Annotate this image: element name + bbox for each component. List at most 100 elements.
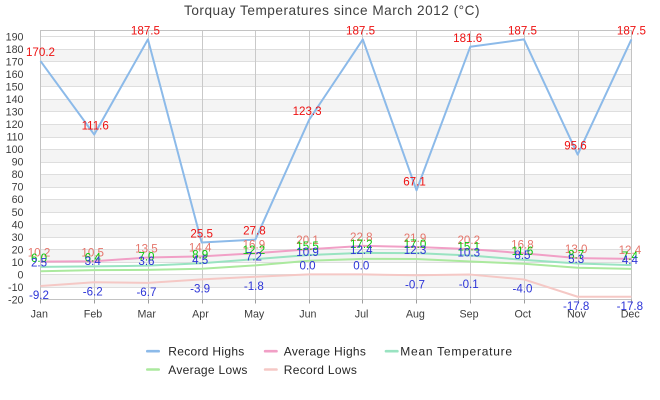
svg-text:11.6: 11.6 — [512, 245, 534, 258]
svg-text:12.3: 12.3 — [404, 244, 427, 257]
svg-text:170.2: 170.2 — [26, 46, 55, 59]
svg-text:Average Lows: Average Lows — [168, 363, 247, 377]
svg-text:10.5: 10.5 — [81, 246, 104, 259]
svg-text:190: 190 — [6, 31, 24, 43]
svg-text:12.4: 12.4 — [350, 244, 373, 257]
svg-text:3.6: 3.6 — [138, 255, 154, 268]
svg-text:100: 100 — [6, 144, 24, 156]
svg-text:Jun: Jun — [299, 309, 316, 321]
svg-text:187.5: 187.5 — [508, 24, 537, 37]
svg-text:187.5: 187.5 — [617, 24, 646, 37]
svg-text:12.4: 12.4 — [619, 244, 642, 257]
svg-text:4.5: 4.5 — [192, 254, 208, 267]
svg-text:0: 0 — [18, 269, 24, 281]
svg-text:27.8: 27.8 — [243, 225, 266, 238]
svg-text:80: 80 — [12, 169, 24, 181]
svg-text:8.7: 8.7 — [568, 249, 584, 262]
svg-text:Torquay Temperatures since Mar: Torquay Temperatures since March 2012 (°… — [184, 3, 480, 18]
svg-text:7.0: 7.0 — [138, 251, 154, 264]
svg-text:110: 110 — [6, 132, 23, 144]
svg-text:-1.8: -1.8 — [244, 280, 264, 293]
svg-text:2.5: 2.5 — [31, 256, 47, 269]
svg-text:8.9: 8.9 — [192, 248, 208, 261]
svg-text:187.5: 187.5 — [346, 24, 375, 37]
svg-text:May: May — [244, 309, 265, 321]
svg-text:-3.9: -3.9 — [190, 283, 210, 296]
svg-text:0.0: 0.0 — [300, 259, 316, 272]
svg-text:15.1: 15.1 — [457, 241, 480, 254]
svg-text:111.6: 111.6 — [82, 120, 109, 133]
svg-text:Dec: Dec — [621, 309, 641, 321]
svg-text:50: 50 — [12, 207, 24, 219]
svg-text:8.5: 8.5 — [514, 249, 530, 262]
svg-text:181.6: 181.6 — [453, 32, 482, 45]
svg-text:Record Highs: Record Highs — [168, 345, 244, 359]
svg-text:21.9: 21.9 — [404, 232, 427, 245]
svg-text:-4.0: -4.0 — [512, 283, 532, 296]
svg-text:10.9: 10.9 — [296, 246, 319, 259]
svg-text:30: 30 — [12, 232, 24, 244]
svg-text:Aug: Aug — [406, 309, 425, 321]
svg-text:Mar: Mar — [138, 309, 157, 321]
svg-text:20.1: 20.1 — [296, 234, 319, 247]
svg-text:70: 70 — [12, 182, 24, 194]
svg-text:12.2: 12.2 — [243, 244, 266, 257]
svg-text:-0.7: -0.7 — [405, 279, 425, 292]
svg-text:-20: -20 — [8, 295, 24, 307]
svg-text:5.3: 5.3 — [568, 253, 584, 266]
svg-text:120: 120 — [6, 119, 24, 131]
svg-text:123.3: 123.3 — [293, 105, 322, 118]
svg-text:160: 160 — [6, 69, 24, 81]
svg-text:40: 40 — [12, 219, 24, 231]
svg-text:-6.7: -6.7 — [136, 286, 156, 299]
svg-text:17.2: 17.2 — [350, 238, 373, 251]
svg-text:4.4: 4.4 — [622, 254, 639, 267]
svg-text:20: 20 — [12, 244, 24, 256]
svg-text:Feb: Feb — [84, 309, 102, 321]
svg-text:10: 10 — [12, 257, 24, 269]
svg-text:Jan: Jan — [31, 309, 48, 321]
svg-text:Record Lows: Record Lows — [284, 363, 357, 377]
svg-text:Apr: Apr — [192, 309, 209, 321]
svg-text:Nov: Nov — [567, 309, 587, 321]
svg-text:22.8: 22.8 — [350, 231, 373, 244]
svg-text:16.9: 16.9 — [243, 238, 266, 251]
svg-text:Oct: Oct — [514, 309, 531, 321]
svg-text:170: 170 — [6, 56, 24, 68]
svg-text:Sep: Sep — [460, 309, 479, 321]
svg-text:150: 150 — [6, 81, 24, 93]
svg-text:-6.2: -6.2 — [83, 285, 103, 298]
svg-text:13.0: 13.0 — [565, 243, 588, 256]
svg-text:Average Highs: Average Highs — [284, 345, 366, 359]
svg-text:-17.8: -17.8 — [563, 300, 589, 313]
svg-text:90: 90 — [12, 157, 24, 169]
svg-text:7.2: 7.2 — [246, 250, 262, 263]
svg-text:67.1: 67.1 — [403, 175, 426, 188]
svg-text:180: 180 — [6, 44, 24, 56]
svg-text:20.2: 20.2 — [457, 234, 480, 247]
svg-text:16.8: 16.8 — [511, 238, 534, 251]
svg-text:140: 140 — [6, 94, 24, 106]
svg-text:-17.8: -17.8 — [617, 300, 643, 313]
svg-text:-10: -10 — [8, 282, 24, 294]
svg-text:7.4: 7.4 — [622, 250, 639, 263]
svg-text:-9.2: -9.2 — [29, 289, 49, 302]
svg-text:25.5: 25.5 — [190, 227, 213, 240]
svg-text:-0.1: -0.1 — [459, 278, 479, 291]
svg-text:15.5: 15.5 — [296, 240, 319, 253]
svg-text:10.3: 10.3 — [457, 247, 480, 260]
svg-text:10.2: 10.2 — [28, 247, 51, 260]
svg-text:3.4: 3.4 — [85, 255, 102, 268]
svg-text:Mean Temperature: Mean Temperature — [400, 345, 513, 359]
svg-text:95.6: 95.6 — [564, 140, 587, 153]
svg-text:14.4: 14.4 — [189, 241, 212, 254]
svg-text:6.4: 6.4 — [85, 251, 102, 264]
svg-text:13.5: 13.5 — [135, 243, 158, 256]
svg-text:60: 60 — [12, 194, 24, 206]
svg-text:17.0: 17.0 — [404, 238, 427, 251]
svg-text:6.0: 6.0 — [31, 252, 47, 265]
svg-text:130: 130 — [6, 106, 24, 118]
svg-text:Jul: Jul — [355, 309, 369, 321]
svg-text:187.5: 187.5 — [131, 24, 160, 37]
svg-text:0.0: 0.0 — [353, 259, 369, 272]
